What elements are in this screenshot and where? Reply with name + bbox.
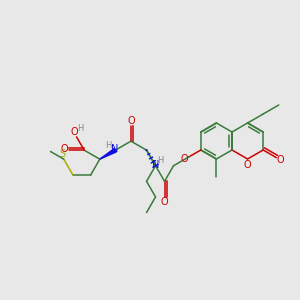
Text: O: O (127, 116, 135, 126)
Text: S: S (60, 149, 66, 159)
Text: N: N (152, 160, 159, 170)
Text: O: O (244, 160, 251, 170)
Text: H: H (105, 141, 112, 150)
Text: O: O (60, 144, 68, 154)
Text: H: H (77, 124, 84, 134)
Text: N: N (111, 144, 118, 154)
Text: H: H (158, 156, 164, 165)
Polygon shape (100, 148, 116, 159)
Text: O: O (277, 155, 285, 165)
Text: O: O (181, 154, 189, 164)
Text: O: O (71, 127, 78, 137)
Text: O: O (161, 196, 168, 207)
